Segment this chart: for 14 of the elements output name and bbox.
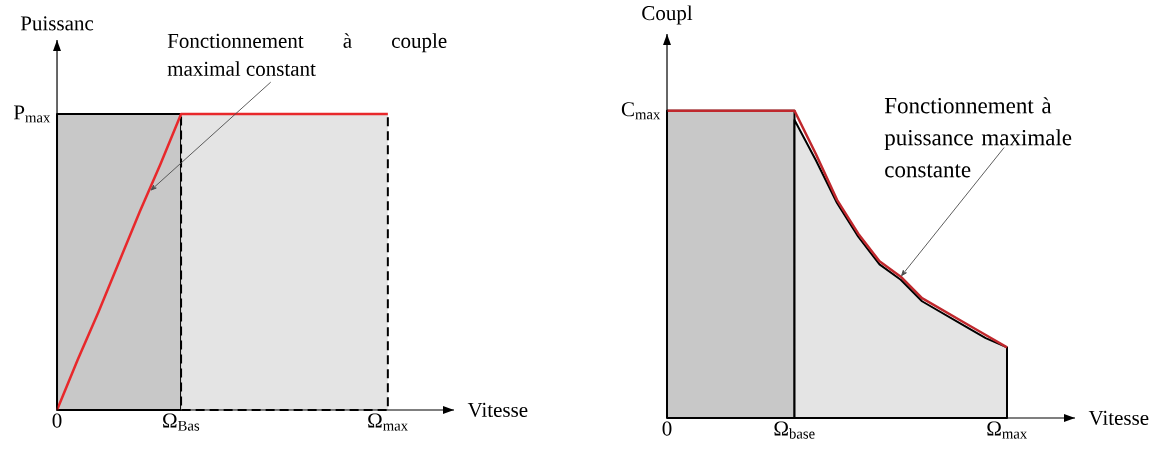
y-axis-title: Puissanc [20,16,94,31]
x-tick-label: 0 [662,421,672,436]
y-axis-title: Coupl [642,5,693,25]
x-tick-label: Ω$_{Bas}$ [163,413,200,431]
annotation: C$_{max}$ [621,102,661,120]
annotation: P$_{max}$ [13,105,51,123]
x-axis-title: Vitesse [467,402,528,418]
annotation: Fonctionnement à puissance maximale constante [884,97,1072,178]
x-tick-label: 0 [52,413,62,428]
x-axis-title: Vitesse [1088,410,1149,426]
x-tick-label: Ω$_{max}$ [368,413,408,431]
x-tick-label: Ω$_{max}$ [987,421,1028,439]
text: Fonctionnement à couple maximal constant [167,33,447,76]
x-tick-label: Ω$_{base}$ [774,421,815,439]
